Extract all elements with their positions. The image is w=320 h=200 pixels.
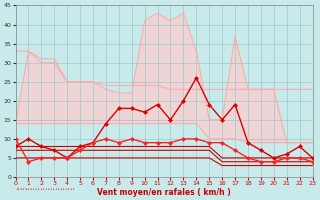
X-axis label: Vent moyen/en rafales ( km/h ): Vent moyen/en rafales ( km/h ) (97, 188, 231, 197)
Text: ↓↓↘↓↘↓↓↓↓↓↓↓↓↓↓↓↓↓↓↓↓↓↓↓: ↓↓↘↓↘↓↓↓↓↓↓↓↓↓↓↓↓↓↓↓↓↓↓↓ (15, 186, 76, 190)
